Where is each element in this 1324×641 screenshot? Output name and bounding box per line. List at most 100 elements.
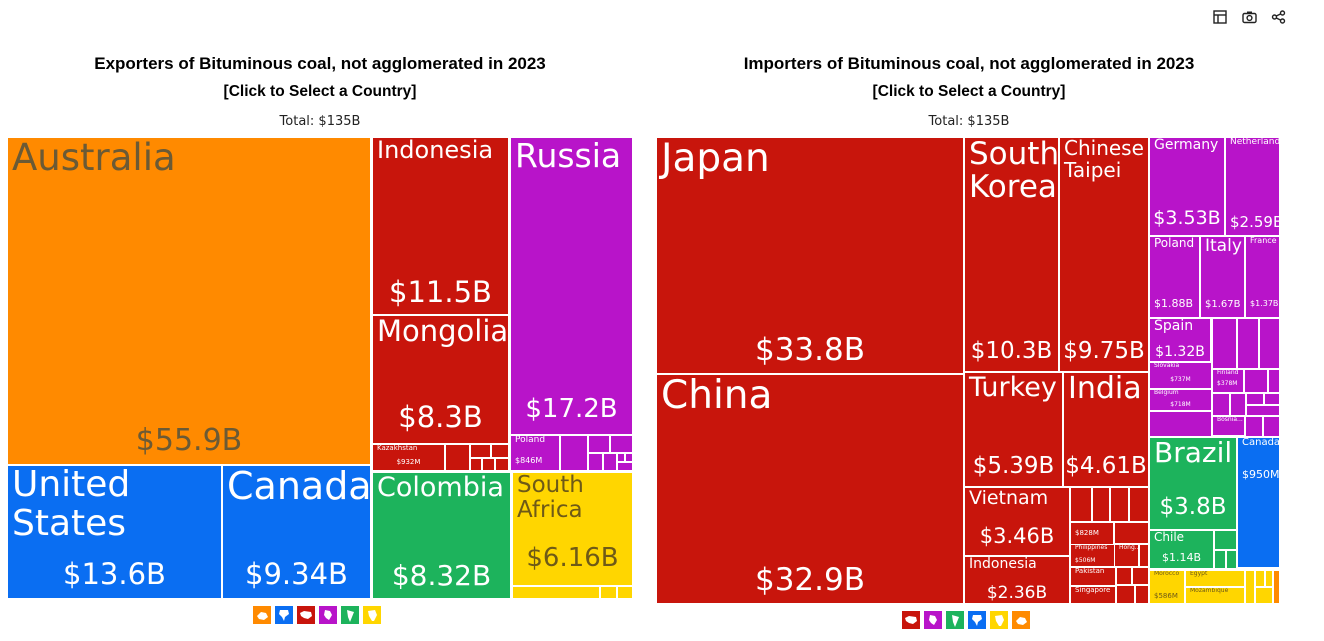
importer-tile-chinese-taipei[interactable]: Chinese Taipei $9.75B: [1059, 137, 1149, 372]
europe-icon[interactable]: [924, 611, 942, 629]
exporter-minor-tile[interactable]: [482, 458, 495, 471]
importer-tile-morocco[interactable]: Morocco $586M: [1149, 570, 1185, 604]
importers-select-country-link[interactable]: [Click to Select a Country]: [872, 83, 1066, 100]
asia-icon[interactable]: [297, 606, 315, 624]
importer-tile-turkey[interactable]: Turkey $5.39B: [964, 372, 1063, 487]
importer-tile-china[interactable]: China $32.9B: [656, 374, 964, 604]
importer-minor-tile[interactable]: [1245, 570, 1255, 604]
importer-minor-tile[interactable]: [1149, 411, 1212, 437]
importer-minor-tile[interactable]: [1245, 416, 1263, 437]
importer-tile-chile[interactable]: Chile $1.14B: [1149, 530, 1214, 569]
share-icon[interactable]: [1270, 9, 1286, 25]
importer-minor-tile[interactable]: [1255, 587, 1273, 604]
importer-minor-tile[interactable]: [1246, 405, 1280, 416]
exporter-tile-russia[interactable]: Russia $17.2B: [510, 137, 633, 435]
south-america-icon[interactable]: [946, 611, 964, 629]
importer-minor-tile[interactable]: [1092, 487, 1110, 522]
importer-tile-finland[interactable]: Finland $378M: [1212, 369, 1244, 393]
importer-tile-france[interactable]: France $1.37B: [1245, 236, 1280, 318]
importer-minor-tile[interactable]: [1139, 544, 1149, 567]
importer-minor-tile[interactable]: [1226, 550, 1237, 569]
exporter-minor-tile[interactable]: [588, 453, 603, 471]
exporters-select-country-link[interactable]: [Click to Select a Country]: [223, 83, 417, 100]
exporter-minor-tile[interactable]: [610, 435, 633, 453]
importer-minor-tile[interactable]: [1114, 522, 1149, 544]
importer-tile-spain[interactable]: Spain $1.32B: [1149, 318, 1211, 362]
importer-minor-tile[interactable]: [1263, 416, 1280, 437]
importer-minor-tile[interactable]: [1110, 487, 1129, 522]
exporter-minor-tile[interactable]: [625, 453, 633, 462]
importer-tile-egypt[interactable]: Egypt: [1185, 570, 1245, 587]
importer-minor-tile[interactable]: [1230, 393, 1246, 416]
exporter-minor-tile[interactable]: [617, 462, 633, 471]
north-america-icon[interactable]: [275, 606, 293, 624]
importer-minor-tile[interactable]: [1116, 567, 1132, 585]
importer-tile-india[interactable]: India $4.61B: [1063, 372, 1149, 487]
importer-minor-tile[interactable]: [1212, 318, 1237, 369]
importer-tile-italy[interactable]: Italy $1.67B: [1200, 236, 1245, 318]
asia-icon[interactable]: [902, 611, 920, 629]
importer-tile-belgium[interactable]: Belgium $718M: [1149, 389, 1212, 411]
camera-icon[interactable]: [1241, 9, 1257, 25]
exporter-minor-tile[interactable]: [617, 586, 633, 599]
exporter-minor-tile[interactable]: [603, 453, 617, 471]
importer-tile-hong[interactable]: Hong...: [1114, 544, 1139, 567]
importer-minor-tile[interactable]: [1246, 393, 1264, 405]
importer-tile-singapore[interactable]: Singapore: [1070, 586, 1116, 604]
importer-tile-bosnia[interactable]: Bosnia...: [1212, 416, 1245, 436]
exporter-minor-tile[interactable]: [617, 453, 625, 462]
importer-tile-netherlands[interactable]: Netherlands $2.59B: [1225, 137, 1280, 236]
exporter-tile-united-states[interactable]: United States $13.6B: [7, 465, 222, 599]
exporter-tile-indonesia[interactable]: Indonesia $11.5B: [372, 137, 509, 315]
importer-minor-tile[interactable]: [1273, 570, 1280, 604]
importer-minor-tile[interactable]: [1135, 585, 1149, 604]
importer-minor-tile[interactable]: [1268, 369, 1280, 393]
importer-minor-tile[interactable]: [1255, 570, 1265, 587]
table-icon[interactable]: [1212, 9, 1228, 25]
importer-minor-tile[interactable]: [1264, 393, 1280, 405]
importer-tile-indonesia[interactable]: Indonesia $2.36B: [964, 556, 1070, 604]
exporter-minor-tile[interactable]: [588, 435, 610, 453]
importer-tile-vietnam[interactable]: Vietnam $3.46B: [964, 487, 1070, 556]
exporter-minor-tile[interactable]: [470, 444, 491, 458]
exporter-minor-tile[interactable]: [495, 458, 509, 471]
importer-tile-pakistan[interactable]: Pakistan: [1070, 567, 1116, 586]
africa-icon[interactable]: [990, 611, 1008, 629]
importer-minor-tile[interactable]: [1259, 318, 1280, 369]
oceania-icon[interactable]: [253, 606, 271, 624]
importer-tile-south-korea[interactable]: South Korea $10.3B: [964, 137, 1059, 372]
importer-tile-canada[interactable]: Canada $950M: [1237, 437, 1280, 568]
exporter-minor-tile[interactable]: [445, 444, 470, 471]
importer-minor-tile[interactable]: [1237, 568, 1280, 570]
importer-minor-tile[interactable]: [1212, 393, 1230, 416]
exporter-minor-tile[interactable]: [600, 586, 617, 599]
importer-minor-tile[interactable]: [1265, 570, 1273, 587]
exporter-minor-tile[interactable]: [512, 586, 600, 599]
importer-minor-tile[interactable]: [1237, 318, 1259, 369]
north-america-icon[interactable]: [968, 611, 986, 629]
importer-minor-tile[interactable]: [1244, 369, 1268, 393]
importer-tile-mozambique[interactable]: Mozambique: [1185, 587, 1245, 604]
europe-icon[interactable]: [319, 606, 337, 624]
importer-minor-tile[interactable]: [1214, 530, 1237, 550]
importer-tile-germany[interactable]: Germany $3.53B: [1149, 137, 1225, 236]
importer-tile-japan[interactable]: Japan $33.8B: [656, 137, 964, 374]
exporter-tile-south-africa[interactable]: South Africa $6.16B: [512, 472, 633, 586]
exporter-minor-tile[interactable]: [470, 458, 482, 471]
importer-tile-philippines[interactable]: Philippines $506M: [1070, 544, 1116, 567]
importer-minor-tile[interactable]: [1070, 487, 1092, 522]
importer-minor-tile[interactable]: [1132, 567, 1149, 585]
importer-tile-poland[interactable]: Poland $1.88B: [1149, 236, 1200, 318]
exporter-minor-tile[interactable]: [491, 444, 509, 458]
exporter-tile-colombia[interactable]: Colombia $8.32B: [372, 472, 511, 599]
importer-minor-tile[interactable]: [1214, 550, 1226, 569]
exporter-tile-mongolia[interactable]: Mongolia $8.3B: [372, 315, 509, 444]
exporter-tile-poland[interactable]: Poland $846M: [510, 435, 560, 471]
importer-tile-brazil[interactable]: Brazil $3.8B: [1149, 437, 1237, 530]
importer-minor-tile[interactable]: [1129, 487, 1149, 522]
oceania-icon[interactable]: [1012, 611, 1030, 629]
exporter-tile-kazakhstan[interactable]: Kazakhstan $932M: [372, 444, 445, 471]
exporter-tile-canada[interactable]: Canada $9.34B: [222, 465, 371, 599]
importer-minor-tile[interactable]: [1116, 585, 1135, 604]
africa-icon[interactable]: [363, 606, 381, 624]
